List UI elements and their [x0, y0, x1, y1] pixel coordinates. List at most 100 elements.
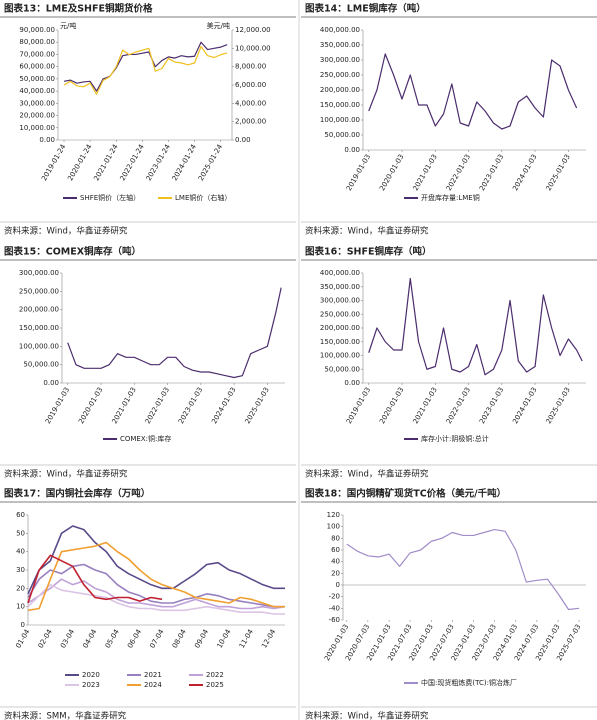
legend-label: 库存小计:阴极铜:总计 [421, 434, 489, 443]
figure-title: 图表16：SHFE铜库存（吨） [305, 246, 432, 258]
y-tick-label: 100,000.00 [19, 342, 59, 350]
figure: 图表15：COMEX铜库存（吨） 资料来源：Wind，华鑫证券研究 0.00 50,0… [0, 246, 296, 480]
x-tick-label: 2021-01-03 [111, 386, 138, 425]
y-tick-label: 60 [16, 511, 25, 519]
legend-label: COMEX:铜:库存 [120, 434, 171, 443]
series-line [27, 563, 285, 608]
y-tick-label: 60 [331, 546, 340, 554]
y-tick-label: 50,000.00 [19, 75, 55, 83]
legend-label: 2020 [82, 671, 100, 679]
y2-tick-label: 8,000.00 [235, 63, 266, 71]
y-tick-label: 0.00 [43, 379, 59, 387]
legend-label: 2023 [82, 681, 100, 689]
y-tick-label: -20 [329, 593, 340, 601]
x-tick-label: 2024-01-03 [511, 386, 538, 425]
legend-label: 开盘库存量:LME铜 [421, 193, 480, 202]
y2-tick-label: 0.00 [235, 136, 251, 144]
y-tick-label: 0.00 [344, 379, 360, 387]
series-line [67, 287, 282, 379]
source-note: 资料来源：Wind，华鑫证券研究 [4, 469, 128, 480]
y-tick-label: 300,000.00 [19, 269, 59, 277]
y-tick-label: 0 [336, 581, 340, 589]
x-tick-label: 10-04 [215, 628, 232, 650]
y-tick-label: 350,000.00 [320, 41, 360, 49]
y-tick-label: 20 [331, 569, 340, 577]
x-tick-label: 2020-01-03 [378, 153, 405, 192]
figure: 图表18：国内铜精矿现货TC价格（美元/千吨） 资料来源：Wind，华鑫证券研究 -… [301, 488, 597, 720]
figure: 图表14：LME铜库存（吨） 资料来源：Wind，华鑫证券研究 0.00 50,000… [301, 3, 597, 237]
y-tick-label: 200,000.00 [19, 306, 59, 314]
y-tick-label: 200,000.00 [320, 86, 360, 94]
x-tick-label: 2019-01-24 [40, 143, 68, 183]
y-tick-label: 20 [16, 584, 25, 592]
legend-label: SHFE铜价（左轴） [80, 193, 140, 202]
y-tick-label: 90,000.00 [19, 26, 55, 34]
x-tick-label: 2022-01-24 [119, 143, 147, 183]
y-tick-label: 20,000.00 [19, 112, 55, 120]
y-tick-label: 100,000.00 [320, 352, 360, 360]
y-tick-label: 120 [327, 511, 340, 519]
y-tick-label: 250,000.00 [320, 310, 360, 318]
x-tick-label: 2019-01-03 [345, 386, 372, 425]
x-tick-label: 01-04 [14, 628, 31, 650]
legend-label: 2022 [206, 671, 224, 679]
y2-tick-label: 4,000.00 [235, 99, 266, 107]
x-tick-label: 2022-01-03 [445, 386, 472, 425]
y-tick-label: 50,000.00 [23, 361, 59, 369]
y-tick-label: 10 [16, 603, 25, 611]
y2-tick-label: 12,000.00 [235, 26, 271, 34]
y-tick-label: 10,000.00 [19, 124, 55, 132]
x-tick-label: 2024-01-03 [511, 153, 538, 192]
x-tick-label: 02-04 [37, 628, 54, 650]
series-line [346, 528, 580, 611]
x-tick-label: 12-04 [260, 628, 277, 650]
y-tick-label: 0.00 [344, 146, 360, 154]
x-tick-label: 2025-01-03 [545, 153, 572, 192]
x-tick-label: 2025-01-03 [244, 386, 271, 425]
x-tick-label: 2021-01-24 [92, 143, 120, 183]
y-tick-label: 300,000.00 [320, 297, 360, 305]
series-line [27, 578, 286, 610]
figure-title: 图表17：国内铜社会库存（万吨） [4, 488, 150, 500]
y-tick-label: 150,000.00 [320, 101, 360, 109]
x-tick-label: 2023-01-03 [478, 386, 505, 425]
x-tick-label: 2020-01-03 [77, 386, 104, 425]
series-line [63, 45, 228, 95]
figure: 图表17：国内铜社会库存（万吨） 资料来源：SMM，华鑫证券研究 0 10 20 30 40… [0, 488, 296, 720]
series-line [27, 583, 285, 615]
x-tick-label: 06-04 [126, 628, 143, 650]
x-tick-label: 04-04 [81, 628, 98, 650]
y-tick-label: 70,000.00 [19, 50, 55, 58]
x-tick-label: 2024-01-03 [210, 386, 237, 425]
x-tick-label: 2025-01-03 [545, 386, 572, 425]
y2-unit: 美元/吨 [207, 21, 230, 30]
x-tick-label: 05-04 [104, 628, 121, 650]
figure-title: 图表13：LME及SHFE铜期货价格 [4, 3, 153, 15]
figure-title: 图表14：LME铜库存（吨） [305, 3, 426, 15]
figure-title: 图表18：国内铜精矿现货TC价格（美元/千吨） [305, 488, 506, 500]
x-tick-label: 2020-01-24 [66, 143, 94, 183]
legend-label: LME铜价（右轴） [175, 193, 231, 202]
y-tick-label: 0.00 [39, 136, 55, 144]
x-tick-label: 2024-01-24 [171, 143, 199, 183]
y-tick-label: 350,000.00 [320, 283, 360, 291]
x-tick-label: 09-04 [193, 628, 210, 650]
x-tick-label: 2022-01-03 [144, 386, 171, 425]
x-tick-label: 03-04 [59, 628, 76, 650]
y-tick-label: 0 [21, 621, 25, 629]
x-tick-label: 11-04 [238, 628, 255, 650]
y-tick-label: 30,000.00 [19, 99, 55, 107]
y-tick-label: -40 [329, 604, 340, 612]
y-tick-label: 150,000.00 [320, 338, 360, 346]
x-tick-label: 2023-01-03 [177, 386, 204, 425]
legend-label: 2025 [206, 681, 224, 689]
x-tick-label: 2022-01-03 [445, 153, 472, 192]
x-tick-label: 07-04 [148, 628, 165, 650]
y-tick-label: 150,000.00 [19, 324, 59, 332]
y-tick-label: 300,000.00 [320, 56, 360, 64]
y-tick-label: 30 [16, 566, 25, 574]
y-tick-label: 50,000.00 [324, 365, 360, 373]
y-tick-label: 400,000.00 [320, 269, 360, 277]
y-tick-label: 100 [327, 523, 340, 531]
